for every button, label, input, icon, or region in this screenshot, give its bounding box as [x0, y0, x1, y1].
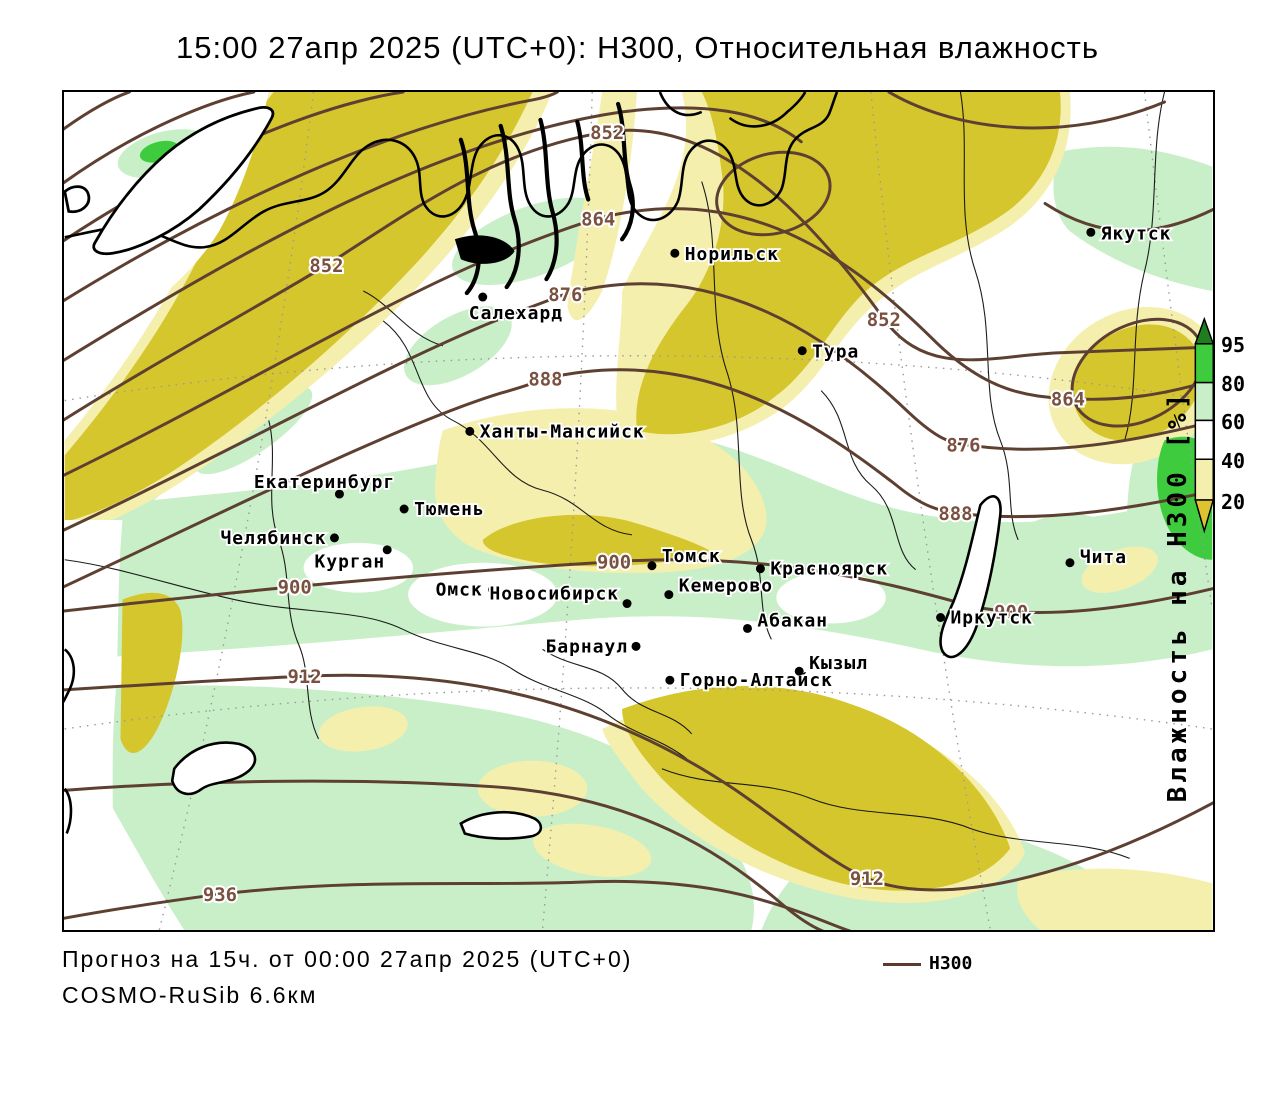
city-marker — [1065, 558, 1075, 568]
colorbar-tick-20: 20 — [1221, 490, 1246, 514]
colorbar-tick-40: 40 — [1221, 449, 1246, 473]
city-label: Абакан — [757, 610, 828, 631]
contour-label-900: 900 — [278, 577, 312, 599]
novaya-zemlya-island — [92, 106, 275, 256]
city-label: Красноярск — [770, 559, 888, 580]
city-marker — [465, 426, 475, 436]
city-label: Екатеринбург — [254, 472, 395, 493]
colorbar — [1194, 316, 1213, 534]
city-marker — [743, 623, 752, 633]
contour-label-912: 912 — [850, 868, 884, 890]
colorbar-tick-95: 95 — [1221, 333, 1246, 357]
lake-balkhash — [170, 741, 257, 796]
contour-label-888: 888 — [938, 503, 972, 525]
city-marker — [936, 613, 946, 622]
contour-label-900: 900 — [597, 552, 631, 574]
h300-contours — [64, 92, 1213, 930]
admin-borders — [64, 92, 1166, 859]
city-label: Кызыл — [809, 653, 868, 674]
contour-label-888: 888 — [528, 369, 562, 391]
contour-label-900: 900 — [994, 601, 1028, 623]
city-label: Курган — [315, 552, 386, 573]
city-marker — [382, 545, 392, 555]
colorbar-tick-80: 80 — [1221, 372, 1246, 396]
h300-legend-line — [883, 963, 921, 966]
city-label: Горно-Алтайск — [680, 670, 833, 691]
city-marker — [334, 489, 344, 499]
contour-label-912: 912 — [288, 666, 322, 688]
colorbar-title: Влажность на H300 [%] — [1163, 389, 1193, 803]
colorbar-tick-60: 60 — [1221, 410, 1246, 434]
city-label: Салехард — [469, 303, 563, 324]
contour-label-864: 864 — [581, 208, 615, 230]
city-label: Новосибирск — [490, 584, 620, 605]
city-marker — [797, 346, 807, 356]
city-marker — [794, 666, 804, 676]
contour-labels: 852 852 852 864 864 876 876 888 888 900 900 900 912 9… — [201, 120, 1087, 908]
city-label: Омск — [436, 580, 483, 601]
model-caption: COSMO-RuSib 6.6км — [62, 982, 318, 1008]
city-label: Чита — [1080, 547, 1127, 568]
contour-label-852: 852 — [867, 309, 901, 331]
city-label: Томск — [662, 546, 721, 567]
graticule — [64, 92, 1213, 930]
city-marker — [488, 585, 498, 595]
page-title: 15:00 27апр 2025 (UTC+0): H300, Относите… — [176, 30, 1099, 65]
contour-label-936: 936 — [203, 884, 237, 906]
city-markers: Норильск Тура Якутск Салехард Ханты-Мансийск… — [219, 222, 1172, 693]
city-marker — [665, 675, 675, 685]
city-label: Норильск — [685, 244, 779, 265]
city-label: Кемерово — [679, 576, 773, 597]
contour-label-852: 852 — [309, 255, 343, 277]
forecast-caption: Прогноз на 15ч. от 00:00 27апр 2025 (UTC… — [62, 946, 633, 972]
city-label: Барнаул — [546, 636, 628, 657]
city-label: Тюмень — [414, 499, 485, 520]
humidity-shading — [64, 92, 1213, 930]
city-label: Челябинск — [221, 528, 327, 549]
city-marker — [478, 292, 488, 302]
contour-label-852: 852 — [590, 122, 624, 144]
weather-map: 852 852 852 864 864 876 876 888 888 900 900 900 912 9… — [62, 90, 1215, 932]
contour-label-864: 864 — [1051, 389, 1085, 411]
city-marker — [631, 641, 641, 651]
contour-label-876: 876 — [946, 434, 980, 456]
city-marker — [399, 504, 409, 514]
city-marker — [755, 564, 765, 574]
city-marker — [329, 533, 339, 543]
city-marker — [664, 590, 674, 600]
h300-legend-label: H300 — [929, 953, 973, 974]
city-marker — [670, 248, 680, 258]
lake-baikal — [939, 495, 1002, 659]
city-marker — [647, 561, 657, 571]
city-marker — [1086, 227, 1096, 237]
city-label: Иркутск — [951, 607, 1033, 628]
coastlines — [64, 92, 1002, 840]
city-label: Ханты-Мансийск — [480, 421, 645, 442]
contour-label-876: 876 — [548, 284, 582, 306]
city-marker — [622, 599, 632, 609]
city-label: Якутск — [1101, 223, 1172, 244]
city-label: Тура — [812, 342, 859, 363]
